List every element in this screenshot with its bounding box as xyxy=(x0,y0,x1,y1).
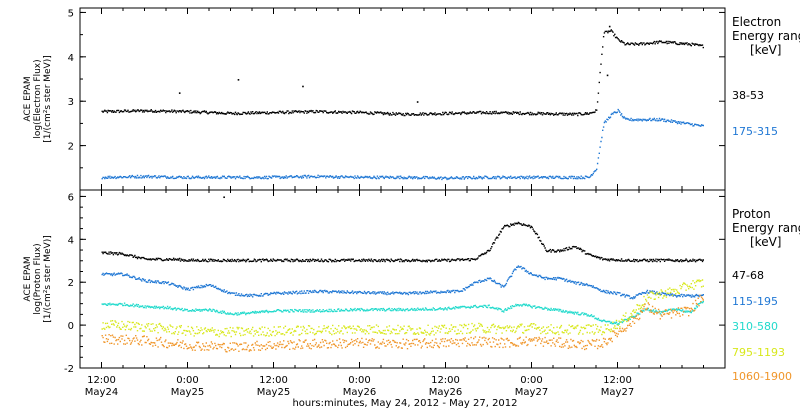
time-axis-label: hours:minutes, May 24, 2012 - May 27, 20… xyxy=(292,398,517,409)
proton-legend-entry-1060-1900: 1060-1900 xyxy=(732,370,792,383)
time-tick-date: May25 xyxy=(171,387,204,398)
electron-spike-point xyxy=(608,25,611,28)
electron-ytick-label: 5 xyxy=(68,8,74,19)
time-tick-label: 0:00 xyxy=(348,375,370,386)
electron-legend: Electron Energy range [keV] 38-53 175-31… xyxy=(732,15,800,138)
electron-yaxis: 2 3 4 5 xyxy=(68,8,725,191)
electron-spike-point xyxy=(237,79,240,81)
proton-ytick-label: 2 xyxy=(68,278,74,289)
electron-legend-entry-38-53: 38-53 xyxy=(732,89,764,102)
proton-legend-title: Proton xyxy=(732,207,771,221)
electron-series-175-315 xyxy=(101,108,704,181)
electron-series-38-53 xyxy=(101,25,704,117)
time-tick-date: May27 xyxy=(515,387,548,398)
electron-ytick-label: 4 xyxy=(68,53,74,64)
electron-legend-subtitle: Energy range xyxy=(732,29,800,43)
proton-yaxis: -2 0 2 4 6 xyxy=(64,192,725,375)
time-axis: 12:00May240:00May2512:00May250:00May2612… xyxy=(79,8,726,398)
electron-ytick-label: 3 xyxy=(68,97,74,108)
proton-series-310-580 xyxy=(101,301,704,326)
electron-legend-unit: [keV] xyxy=(750,43,781,57)
time-tick-label: 12:00 xyxy=(603,375,632,386)
proton-marks xyxy=(101,196,704,353)
proton-series-points-47-68 xyxy=(101,221,704,263)
time-tick-label: 12:00 xyxy=(87,375,116,386)
electron-panel-frame xyxy=(79,7,726,191)
proton-ylabel: ACE EPAM log(Proton Flux) [1/(cm²s ster … xyxy=(23,235,53,322)
proton-ylabel-line-1: ACE EPAM xyxy=(23,256,33,301)
proton-series-points-310-580 xyxy=(101,301,704,326)
electron-ylabel-line-1: ACE EPAM xyxy=(23,76,33,121)
electron-panel: ACE EPAM log(Electron Flux) [1/(cm²s ste… xyxy=(23,7,800,191)
proton-panel: ACE EPAM log(Proton Flux) [1/(cm²s ster … xyxy=(23,8,800,409)
proton-legend-entry-115-195: 115-195 xyxy=(732,295,778,308)
electron-marks xyxy=(101,25,704,181)
proton-panel-frame xyxy=(79,189,726,369)
proton-series-1060-1900 xyxy=(101,294,704,353)
proton-series-47-68 xyxy=(101,196,704,263)
proton-ylabel-line-3: [1/(cm²s ster MeV)] xyxy=(43,235,53,322)
time-tick-date: May27 xyxy=(601,387,634,398)
time-tick-label: 12:00 xyxy=(259,375,288,386)
electron-series-points-38-53 xyxy=(101,29,704,117)
proton-series-points-115-195 xyxy=(101,265,704,300)
proton-ytick-label: 6 xyxy=(68,192,74,203)
electron-series-points-175-315 xyxy=(101,108,704,181)
electron-ytick-label: 2 xyxy=(68,142,74,153)
proton-series-115-195 xyxy=(101,265,704,300)
electron-ylabel-line-2: log(Electron Flux) xyxy=(33,59,43,138)
time-tick-date: May24 xyxy=(85,387,118,398)
proton-ytick-label: 0 xyxy=(68,321,74,332)
electron-spike-point xyxy=(416,101,419,103)
proton-spike-point xyxy=(223,196,225,199)
time-tick-date: May26 xyxy=(343,387,376,398)
time-tick-label: 0:00 xyxy=(176,375,198,386)
electron-spike-point xyxy=(606,74,609,77)
electron-ylabel: ACE EPAM log(Electron Flux) [1/(cm²s ste… xyxy=(23,55,53,142)
proton-ytick-label: -2 xyxy=(64,364,74,375)
proton-series-points-1060-1900 xyxy=(101,294,704,353)
electron-ylabel-line-3: [1/(cm²s ster MeV)] xyxy=(43,55,53,142)
time-tick-date: May26 xyxy=(429,387,462,398)
time-tick-label: 0:00 xyxy=(520,375,542,386)
electron-spike-point xyxy=(302,85,304,88)
proton-ylabel-line-2: log(Proton Flux) xyxy=(33,243,43,314)
electron-spike-point xyxy=(178,92,181,94)
electron-legend-title: Electron xyxy=(732,15,781,29)
proton-legend-entry-310-580: 310-580 xyxy=(732,320,778,333)
proton-legend: Proton Energy range [keV] 47-68 115-195 … xyxy=(732,207,800,383)
proton-ytick-label: 4 xyxy=(68,235,74,246)
electron-legend-entry-175-315: 175-315 xyxy=(732,125,778,138)
proton-legend-entry-47-68: 47-68 xyxy=(732,269,764,282)
time-tick-label: 12:00 xyxy=(431,375,460,386)
proton-legend-entry-795-1193: 795-1193 xyxy=(732,346,785,359)
proton-legend-subtitle: Energy range xyxy=(732,221,800,235)
time-tick-date: May25 xyxy=(257,387,290,398)
proton-legend-unit: [keV] xyxy=(750,235,781,249)
